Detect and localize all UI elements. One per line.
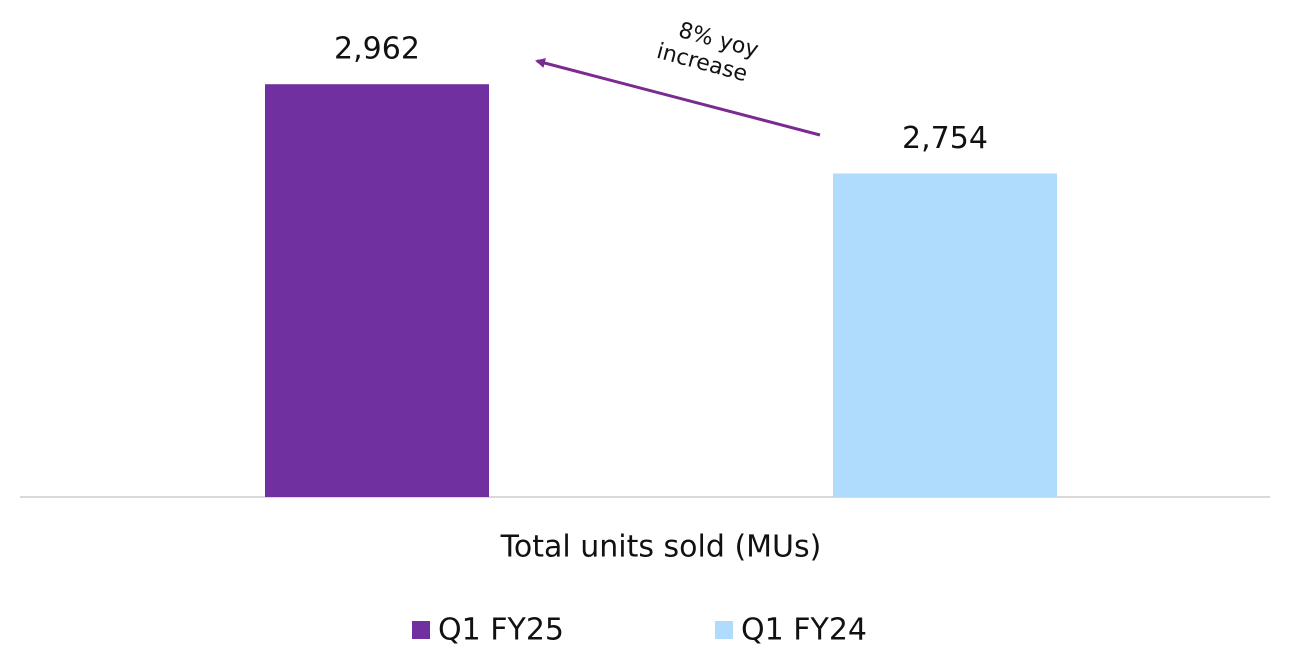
value-label: 2,962 <box>334 32 420 67</box>
legend-swatch <box>715 621 733 639</box>
bar <box>265 84 489 498</box>
legend-swatch <box>412 621 430 639</box>
annotation: 8% yoy increase <box>654 18 761 87</box>
legend-label: Q1 FY24 <box>741 613 867 648</box>
legend-label: Q1 FY25 <box>438 613 564 648</box>
annotation-arrow <box>535 58 821 137</box>
value-label: 2,754 <box>902 121 988 156</box>
bar <box>833 173 1057 497</box>
x-tick-label: Total units sold (MUs) <box>500 530 822 565</box>
